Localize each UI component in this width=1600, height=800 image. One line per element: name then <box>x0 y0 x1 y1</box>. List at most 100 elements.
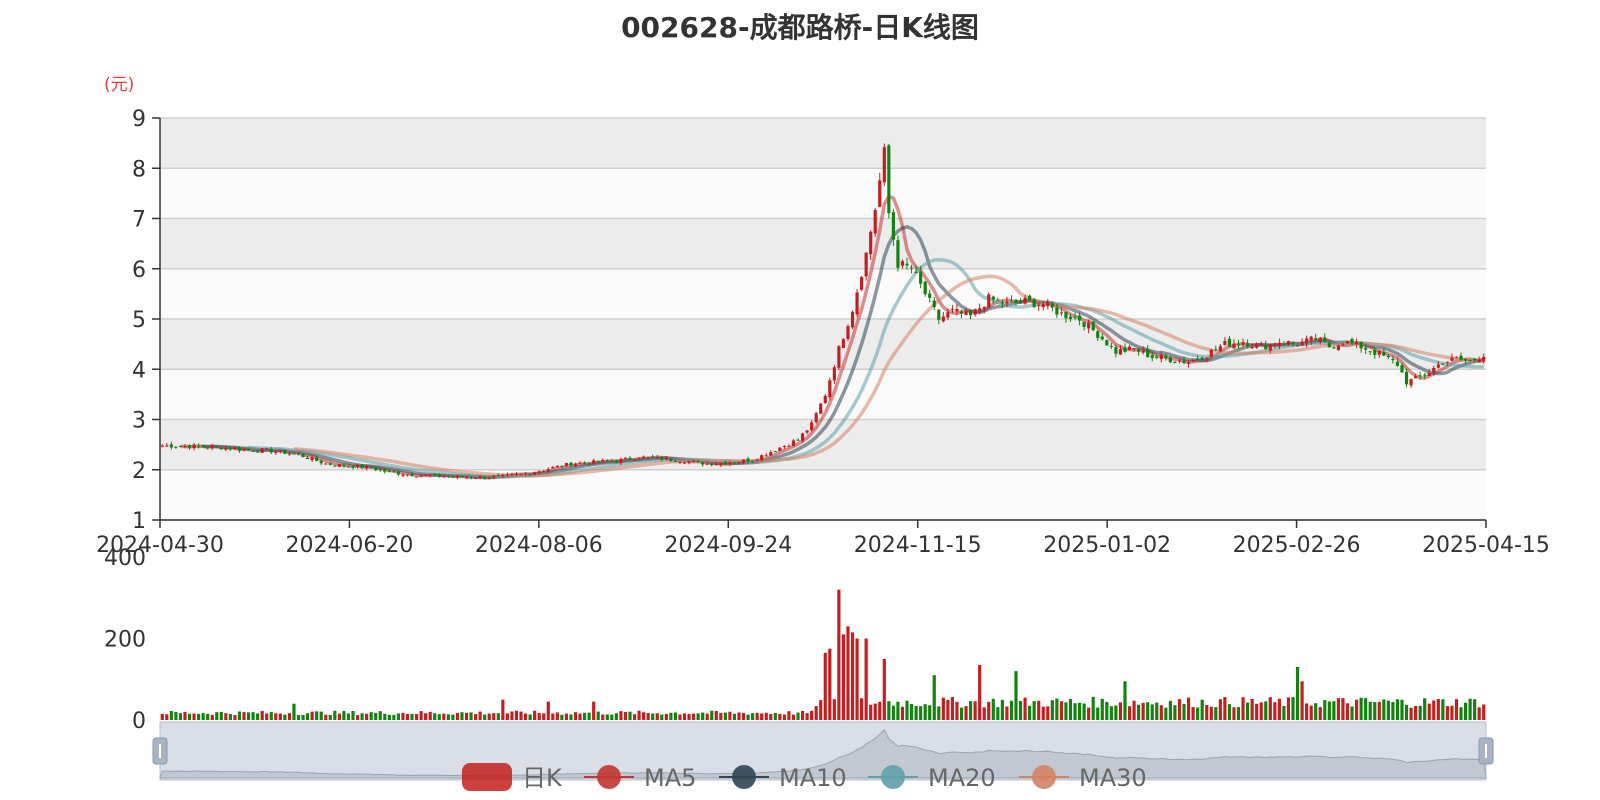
volume-bar <box>514 710 519 720</box>
candle-body <box>1377 350 1381 355</box>
candle-body <box>846 326 850 340</box>
candle-body <box>528 474 532 476</box>
candle-body <box>1382 352 1386 356</box>
price-tick-label: 1 <box>132 509 146 534</box>
candle-body <box>296 453 301 455</box>
plot-band <box>160 118 1486 169</box>
legend-item-ma30[interactable]: MA30 <box>1019 764 1147 792</box>
candle-body <box>383 469 387 472</box>
volume-bar <box>315 711 319 720</box>
candle-body <box>923 281 927 295</box>
price-tick-label: 7 <box>132 208 146 233</box>
volume-bar <box>601 714 605 720</box>
candle-body <box>523 473 528 475</box>
candle-body <box>805 430 809 433</box>
candle-body <box>882 147 886 183</box>
volume-bar <box>274 713 278 720</box>
candle-body <box>1018 300 1023 303</box>
candle-body <box>1132 348 1136 350</box>
volume-bar <box>1286 697 1291 720</box>
candle-body <box>187 445 192 448</box>
volume-bar <box>982 707 986 720</box>
candle-body <box>510 474 514 476</box>
legend-marker-dot <box>881 765 905 789</box>
volume-bar <box>1209 706 1213 720</box>
candle-body <box>428 475 432 477</box>
legend-item-ma10[interactable]: MA10 <box>719 764 847 792</box>
candle-body <box>787 445 791 447</box>
volume-bar <box>1082 703 1086 720</box>
candle-body <box>669 458 673 461</box>
candle-body <box>1386 355 1390 358</box>
candle-body <box>987 294 991 308</box>
volume-bar <box>1477 707 1481 720</box>
volume-bar <box>578 713 582 720</box>
candle-body <box>1141 350 1145 353</box>
volume-bar <box>1073 703 1077 720</box>
candle-body <box>1454 357 1459 359</box>
volume-bar <box>383 713 387 720</box>
candle-body <box>315 457 319 461</box>
candle-body <box>614 460 618 463</box>
candle-body <box>519 473 523 475</box>
candle-body <box>555 465 559 468</box>
volume-bar <box>682 713 687 720</box>
volume-bar <box>1059 701 1063 720</box>
candle-body <box>1468 359 1472 361</box>
volume-bar <box>1250 699 1254 720</box>
date-tick-label: 2025-04-15 <box>1422 533 1550 558</box>
candle-body <box>433 474 437 476</box>
volume-bar <box>546 701 550 720</box>
volume-bar <box>187 713 192 720</box>
candle-body <box>978 308 982 312</box>
candle-body <box>1327 342 1331 348</box>
candle-body <box>732 462 737 464</box>
candle-body <box>1091 321 1095 331</box>
candle-body <box>469 477 473 479</box>
candle-body <box>855 292 859 315</box>
candle-body <box>1286 341 1291 345</box>
candle-body <box>651 456 655 458</box>
volume-bar <box>1196 707 1200 720</box>
volume-bar <box>1077 702 1082 720</box>
plot-band <box>160 469 1486 520</box>
candle-body <box>1150 355 1154 358</box>
zoom-slider[interactable] <box>152 721 1494 781</box>
candle-body <box>573 463 578 466</box>
candle-body <box>564 463 569 466</box>
volume-bar <box>610 714 614 720</box>
candle-body <box>505 474 509 476</box>
volume-bar <box>265 713 269 720</box>
candle-body <box>1014 299 1018 303</box>
date-axis: 2024-04-30 2024-06-20 2024-08-06 2024-09-24… <box>96 519 1550 558</box>
legend-item-ma5[interactable]: MA5 <box>584 764 696 792</box>
volume-bar <box>1105 701 1109 720</box>
candle-body <box>414 476 419 478</box>
candle-body <box>751 460 755 462</box>
legend-item-dayk[interactable]: 日K <box>462 763 563 792</box>
candle-body <box>256 451 260 453</box>
candle-body <box>1427 372 1431 376</box>
candle-body <box>514 473 519 475</box>
volume-bar <box>751 713 755 720</box>
volume-bar <box>946 699 950 720</box>
volume-bar <box>919 706 923 720</box>
candle-body <box>968 310 973 316</box>
candle-body <box>351 466 355 468</box>
candle-body <box>210 445 214 449</box>
candle-body <box>964 310 968 315</box>
volume-bar <box>1386 700 1390 720</box>
legend-item-ma20[interactable]: MA20 <box>868 764 996 792</box>
plot-band <box>160 268 1486 319</box>
volume-bar <box>705 713 709 720</box>
candle-body <box>1423 374 1427 376</box>
volume-bar <box>1186 697 1191 720</box>
volume-bar <box>1341 698 1345 720</box>
candle-body <box>1041 304 1045 308</box>
volume-bar <box>478 711 482 720</box>
candle-body <box>269 448 273 453</box>
volume-bar <box>1414 705 1418 720</box>
volume-bar <box>914 706 918 720</box>
date-tick-label: 2024-09-24 <box>664 533 792 558</box>
candle-body <box>474 478 478 480</box>
